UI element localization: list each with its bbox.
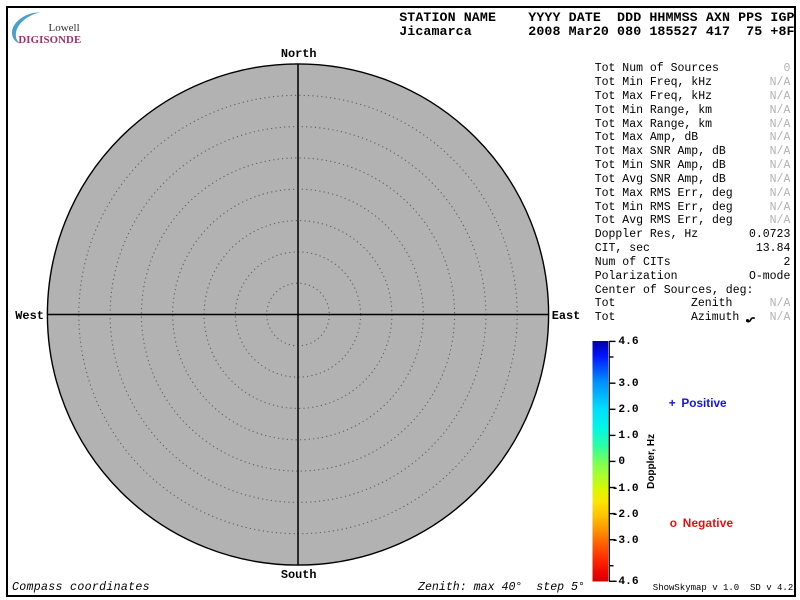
svg-text:Doppler, Hz: Doppler, Hz [646, 434, 657, 489]
